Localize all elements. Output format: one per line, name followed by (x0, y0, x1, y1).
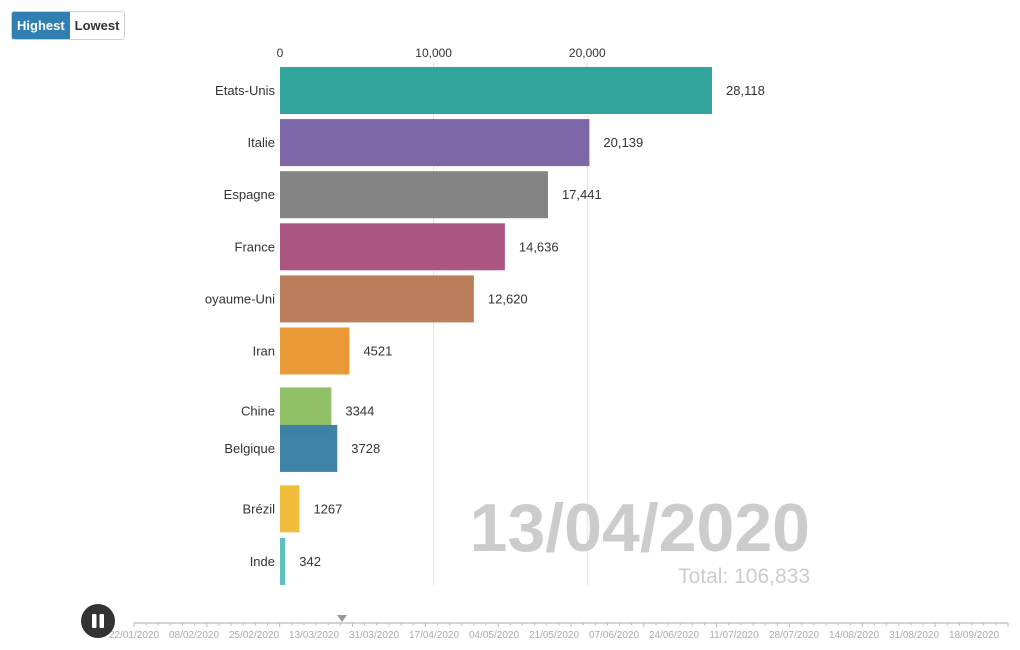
bar-group: Belgique 3728 (224, 424, 380, 472)
bar-category-label: oyaume-Uni (205, 291, 275, 306)
sort-toggle: Highest Lowest (11, 11, 126, 40)
bar-category-label: Belgique (224, 441, 275, 456)
timeline-date-label: 31/03/2020 (349, 630, 399, 641)
pause-icon (92, 614, 104, 628)
bar (280, 171, 548, 219)
bar-value-label: 17,441 (562, 187, 602, 202)
bar-category-label: Etats-Unis (215, 83, 275, 98)
bar-value-label: 342 (299, 554, 321, 569)
bar (280, 485, 300, 533)
bar-value-label: 14,636 (519, 239, 559, 254)
bar-group: Inde 342 (250, 537, 321, 585)
timeline-date-label: 04/05/2020 (469, 630, 519, 641)
x-tick-label: 0 (277, 46, 284, 60)
pause-button[interactable] (81, 604, 115, 638)
timeline-date-label: 17/04/2020 (409, 630, 459, 641)
bar-category-label: Italie (248, 135, 275, 150)
lowest-button[interactable]: Lowest (69, 12, 125, 39)
timeline-date-label: 25/02/2020 (229, 630, 279, 641)
bar-group: Iran 4521 (253, 327, 392, 375)
timeline-date-label: 21/05/2020 (529, 630, 579, 641)
timeline-date-label: 14/08/2020 (829, 630, 879, 641)
bar-category-label: Iran (253, 344, 275, 359)
timeline-date-label: 22/01/2020 (109, 630, 159, 641)
timeline-date-label: 11/07/2020 (709, 630, 759, 641)
bar-category-label: Inde (250, 554, 275, 569)
bar-category-label: Brézil (242, 501, 275, 516)
timeline-date-label: 24/06/2020 (649, 630, 699, 641)
bar-group: Brézil 1267 (242, 485, 342, 533)
total-label: Total: 106,833 (678, 565, 810, 588)
bar-value-label: 3344 (345, 403, 374, 418)
bar-group: Etats-Unis 28,118 (215, 67, 765, 114)
bar-value-label: 28,118 (726, 83, 765, 98)
timeline-date-label: 28/07/2020 (769, 630, 819, 641)
bar (280, 275, 474, 323)
timeline-date-label: 07/06/2020 (589, 630, 639, 641)
bar-value-label: 4521 (363, 344, 392, 359)
timeline-date-label: 18/09/2020 (949, 630, 999, 641)
timeline[interactable]: 22/01/2020 08/02/2020 25/02/2020 13/03/2020… (109, 615, 1009, 641)
bar (280, 327, 350, 375)
bar (280, 223, 505, 271)
bar-group: France 14,636 (235, 223, 559, 271)
bar-value-label: 1267 (313, 501, 342, 516)
x-tick-label: 20,000 (569, 46, 606, 60)
x-axis: 0 10,000 20,000 (277, 46, 606, 60)
bar-category-label: France (235, 239, 275, 254)
bar-value-label: 20,139 (603, 135, 643, 150)
timeline-date-label: 13/03/2020 (289, 630, 339, 641)
bar-group: Espagne 17,441 (224, 171, 602, 219)
bar-group: oyaume-Uni 12,620 (205, 275, 528, 323)
bars: Etats-Unis 28,118 Italie 20,139 Espagne 17,44… (205, 67, 765, 585)
bar (280, 424, 338, 472)
timeline-handle[interactable] (337, 615, 348, 622)
bar (280, 119, 590, 167)
timeline-date-label: 08/02/2020 (169, 630, 219, 641)
bar-value-label: 12,620 (488, 291, 528, 306)
bar-category-label: Espagne (224, 187, 275, 202)
current-date: 13/04/2020 (470, 490, 810, 566)
bar-category-label: Chine (241, 403, 275, 418)
bar (280, 537, 286, 585)
bar-value-label: 3728 (351, 441, 380, 456)
x-tick-label: 10,000 (415, 46, 452, 60)
highest-button[interactable]: Highest (12, 12, 70, 39)
bar-group: Italie 20,139 (248, 119, 643, 167)
timeline-date-label: 31/08/2020 (889, 630, 939, 641)
bar (280, 67, 712, 114)
